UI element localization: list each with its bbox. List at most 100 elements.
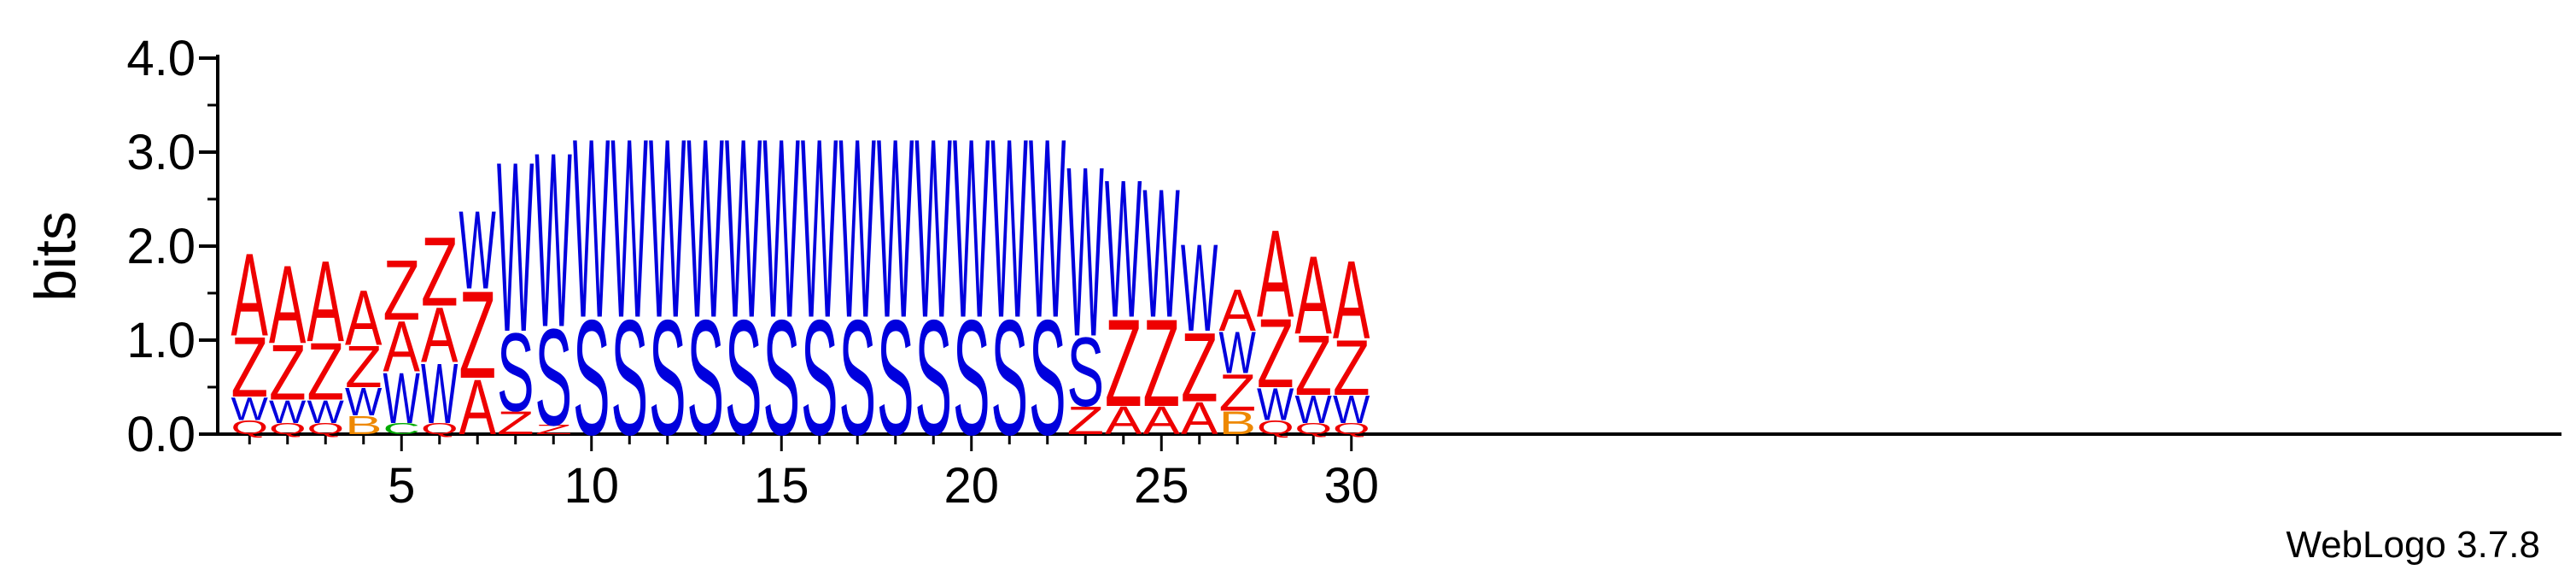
- logo-letter-w: W: [459, 187, 496, 313]
- logo-letter-w: W: [497, 113, 534, 384]
- logo-letter-a: A: [269, 243, 307, 367]
- logo-letter-w: W: [307, 393, 343, 430]
- logo-letter-w: W: [1066, 117, 1103, 388]
- stack-position-10: SW: [573, 86, 610, 470]
- logo-letter-a: A: [421, 291, 459, 379]
- stack-position-18: SW: [877, 86, 914, 470]
- logo-letter-s: S: [762, 286, 800, 469]
- logo-letter-z: Z: [269, 329, 307, 417]
- chart-axes: 0.0 1.0 2.0 3.0 4.0 5 10 15 20 25 30: [126, 31, 2561, 514]
- logo-letter-w: W: [1333, 387, 1370, 432]
- logo-letter-z: Z: [383, 243, 420, 338]
- logo-letter-z: Z: [345, 333, 383, 400]
- logo-letter-w: W: [914, 86, 951, 372]
- logo-letter-w: W: [345, 379, 383, 424]
- logo-letter-s: S: [573, 286, 610, 469]
- logo-letter-w: W: [1218, 320, 1256, 386]
- logo-letter-c: C: [383, 420, 420, 438]
- logo-letter-q: Q: [307, 420, 344, 438]
- logo-letter-w: W: [686, 86, 723, 372]
- logo-letter-a: A: [459, 363, 496, 451]
- y-tick-label: 2.0: [126, 219, 196, 274]
- logo-letter-s: S: [534, 302, 572, 455]
- logo-letter-w: W: [1029, 86, 1066, 372]
- y-tick-label: 3.0: [126, 125, 196, 180]
- logo-letter-w: W: [990, 86, 1027, 372]
- logo-letter-w: W: [231, 391, 267, 427]
- stack-position-26: AZW: [1181, 218, 1218, 444]
- stack-position-8: ZSW: [497, 113, 534, 442]
- logo-letter-z: Z: [231, 320, 268, 415]
- logo-letter-w: W: [1105, 140, 1142, 360]
- logo-letter-z: Z: [497, 405, 534, 442]
- logo-letter-a: A: [1142, 398, 1180, 442]
- stack-position-13: SW: [686, 86, 724, 470]
- logo-letter-a: A: [1105, 398, 1142, 442]
- logo-letter-w: W: [269, 393, 306, 430]
- logo-letter-w: W: [801, 86, 838, 372]
- logo-letter-s: S: [725, 286, 762, 469]
- logo-letter-w: W: [1257, 379, 1294, 430]
- logo-letter-z: Z: [421, 217, 459, 327]
- logo-letter-s: S: [801, 286, 838, 469]
- stack-position-9: ZSW: [534, 102, 572, 455]
- logo-letter-w: W: [953, 86, 990, 372]
- logo-letter-z: Z: [1181, 313, 1218, 423]
- x-tick-label: 10: [564, 458, 619, 514]
- logo-letter-a: A: [231, 228, 267, 361]
- logo-letter-w: W: [725, 86, 762, 372]
- stack-position-22: SW: [1029, 86, 1066, 470]
- logo-letter-w: W: [877, 86, 914, 372]
- y-tick-label: 0.0: [126, 407, 196, 462]
- stack-position-23: ZSW: [1066, 117, 1104, 443]
- logo-letter-a: A: [1257, 204, 1294, 344]
- stack-position-24: AZW: [1105, 140, 1142, 443]
- x-tick-label: 20: [943, 458, 999, 514]
- logo-letter-w: W: [534, 102, 571, 380]
- x-tick-label: 25: [1134, 458, 1189, 514]
- y-tick-label: 1.0: [126, 313, 196, 368]
- stack-position-16: SW: [801, 86, 838, 470]
- logo-letter-z: Z: [459, 266, 496, 405]
- logo-letter-w: W: [1142, 150, 1179, 356]
- stack-position-15: SW: [762, 86, 800, 470]
- logo-letter-s: S: [877, 286, 914, 469]
- logo-letter-s: S: [953, 286, 990, 469]
- stack-position-12: SW: [649, 86, 686, 470]
- logo-letter-a: A: [1181, 392, 1218, 444]
- stack-position-7: AZW: [459, 187, 496, 451]
- logo-letter-z: Z: [1142, 294, 1180, 433]
- logo-letter-z: Z: [1066, 399, 1104, 443]
- logo-letter-a: A: [1294, 233, 1332, 358]
- logo-letter-z: Z: [1218, 364, 1256, 422]
- logo-letter-z: Z: [1333, 324, 1370, 412]
- y-tick-label: 4.0: [126, 31, 196, 86]
- logo-letter-a: A: [1333, 238, 1370, 362]
- logo-letter-q: Q: [1294, 420, 1332, 438]
- logo-letter-b: B: [1218, 405, 1256, 442]
- x-tick-label: 15: [754, 458, 809, 514]
- logo-letter-z: Z: [1294, 318, 1332, 414]
- logo-letter-s: S: [1029, 286, 1066, 469]
- logo-letter-q: Q: [421, 420, 459, 438]
- logo-letter-w: W: [649, 86, 686, 372]
- weblogo-credit: WebLogo 3.7.8: [2286, 524, 2540, 566]
- logo-letter-s: S: [610, 286, 648, 469]
- logo-letter-q: Q: [269, 420, 307, 438]
- logo-letter-a: A: [307, 238, 344, 366]
- logo-letter-s: S: [497, 310, 534, 434]
- logo-letter-a: A: [1218, 278, 1256, 344]
- logo-letter-w: W: [1181, 218, 1218, 357]
- logo-letter-w: W: [762, 86, 799, 372]
- logo-letter-a: A: [345, 273, 383, 361]
